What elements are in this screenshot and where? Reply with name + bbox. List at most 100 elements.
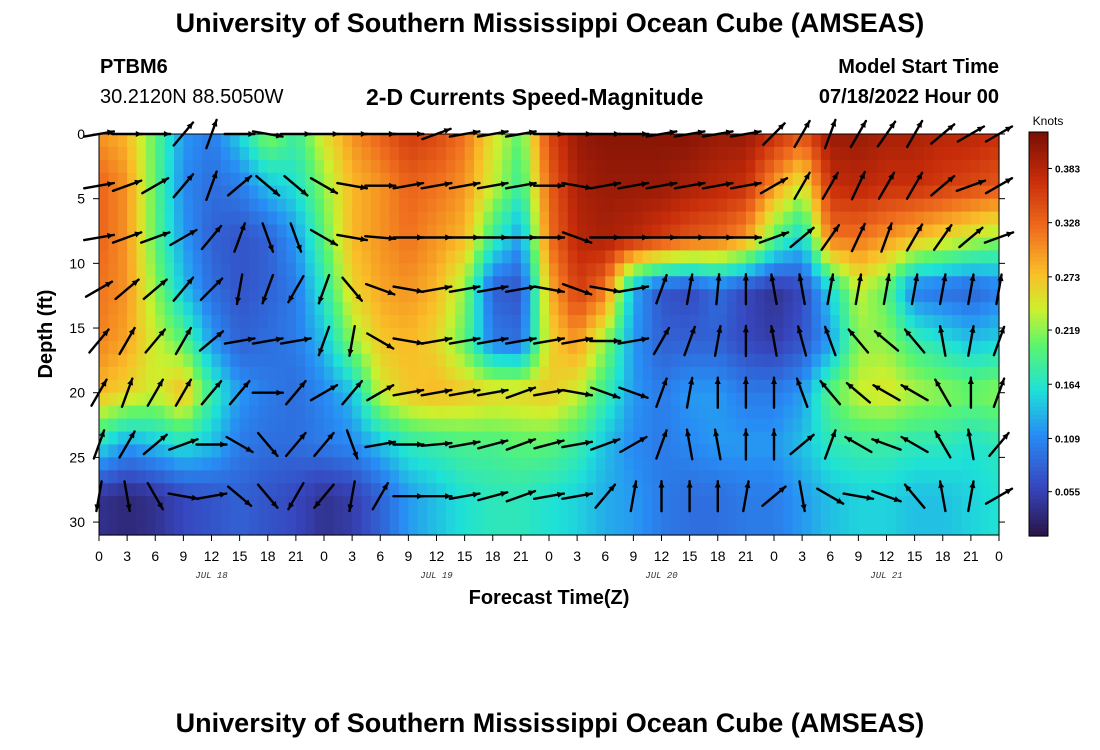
heat-cell <box>624 457 634 471</box>
heat-cell <box>455 146 466 161</box>
heat-cell <box>492 353 503 368</box>
heat-cell <box>633 211 644 226</box>
heat-cell <box>427 172 438 187</box>
heat-cell <box>389 159 400 174</box>
heat-cell <box>361 237 372 252</box>
heat-cell <box>886 146 897 161</box>
heat-cell <box>905 366 916 381</box>
heat-cell <box>277 470 288 484</box>
heat-cell <box>699 340 709 355</box>
current-arrow <box>820 223 841 252</box>
heat-cell <box>464 509 475 523</box>
heat-cell <box>399 353 409 368</box>
heat-cell <box>399 250 409 264</box>
heat-cell <box>389 496 400 510</box>
heat-cell <box>305 263 316 277</box>
heat-cell <box>605 457 616 471</box>
heat-cell <box>867 276 878 290</box>
heat-cell <box>670 522 681 536</box>
heat-cell <box>642 172 653 187</box>
heat-cell <box>624 146 634 161</box>
heat-cell <box>820 405 831 420</box>
heat-cell <box>370 172 381 187</box>
heat-cell <box>417 224 428 239</box>
heat-cell <box>99 392 109 407</box>
heat-cell <box>408 328 419 342</box>
heat-cell <box>924 418 934 433</box>
heat-cell <box>680 340 691 355</box>
heat-cell <box>511 198 522 213</box>
heat-cell <box>952 457 963 471</box>
heat-cell <box>680 353 691 368</box>
heat-cell <box>980 146 991 161</box>
current-arrow <box>476 234 509 241</box>
heat-cell <box>174 159 184 174</box>
current-arrow <box>714 480 721 513</box>
heat-cell <box>558 431 569 446</box>
heat-cell <box>295 457 306 471</box>
heat-cell <box>211 405 222 420</box>
heat-cell <box>624 328 634 342</box>
heat-cell <box>830 483 841 497</box>
current-arrow <box>905 171 924 200</box>
heat-cell <box>858 444 869 458</box>
heat-cell <box>352 509 363 523</box>
colorbar-swatch <box>1029 338 1048 343</box>
heat-cell <box>914 315 925 329</box>
heat-cell <box>614 185 625 200</box>
heat-cell <box>886 353 897 368</box>
heat-cell <box>745 302 756 316</box>
heat-cell <box>670 315 681 329</box>
heat-cell <box>445 185 456 200</box>
heat-cell <box>389 328 400 342</box>
heat-cell <box>980 340 991 355</box>
heat-cell <box>145 302 156 316</box>
heat-cell <box>774 418 784 433</box>
heat-cell <box>127 289 138 303</box>
heat-cell <box>905 496 916 510</box>
heat-cell <box>389 483 400 497</box>
heat-cell <box>370 302 381 316</box>
heat-cell <box>942 353 953 368</box>
heat-cell <box>464 353 475 368</box>
heat-cell <box>286 457 297 471</box>
colorbar-tick-label: 0.055 <box>1055 488 1080 499</box>
heat-cell <box>277 146 288 161</box>
current-arrow <box>392 181 425 190</box>
heat-cell <box>633 418 644 433</box>
heat-cell <box>699 522 709 536</box>
heat-cell <box>305 302 316 316</box>
heat-cell <box>427 276 438 290</box>
heat-cell <box>539 366 550 381</box>
heat-cell <box>858 328 869 342</box>
heat-cell <box>502 276 513 290</box>
heat-cell <box>717 315 728 329</box>
heat-cell <box>624 405 634 420</box>
heat-cell <box>127 250 138 264</box>
heat-cell <box>717 522 728 536</box>
heat-cell <box>230 211 241 226</box>
heat-cell <box>764 431 775 446</box>
heat-cell <box>989 302 1000 316</box>
heat-cell <box>520 340 531 355</box>
colorbar-swatch <box>1029 261 1048 266</box>
current-arrow <box>532 234 566 241</box>
heat-cell <box>895 263 906 277</box>
current-arrow <box>561 388 594 398</box>
heat-cell <box>745 379 756 394</box>
current-arrow <box>652 326 671 356</box>
heat-cell <box>164 509 175 523</box>
heat-cell <box>539 276 550 290</box>
heat-cell <box>502 159 513 174</box>
heat-cell <box>633 444 644 458</box>
heat-cell <box>342 172 353 187</box>
heat-cell <box>905 263 916 277</box>
heat-cell <box>333 366 344 381</box>
heat-cell <box>474 418 484 433</box>
heat-cell <box>314 483 325 497</box>
heat-cell <box>577 522 588 536</box>
heat-cell <box>145 418 156 433</box>
heat-cell <box>717 250 728 264</box>
heat-cell <box>352 444 363 458</box>
heat-cell <box>342 224 353 239</box>
